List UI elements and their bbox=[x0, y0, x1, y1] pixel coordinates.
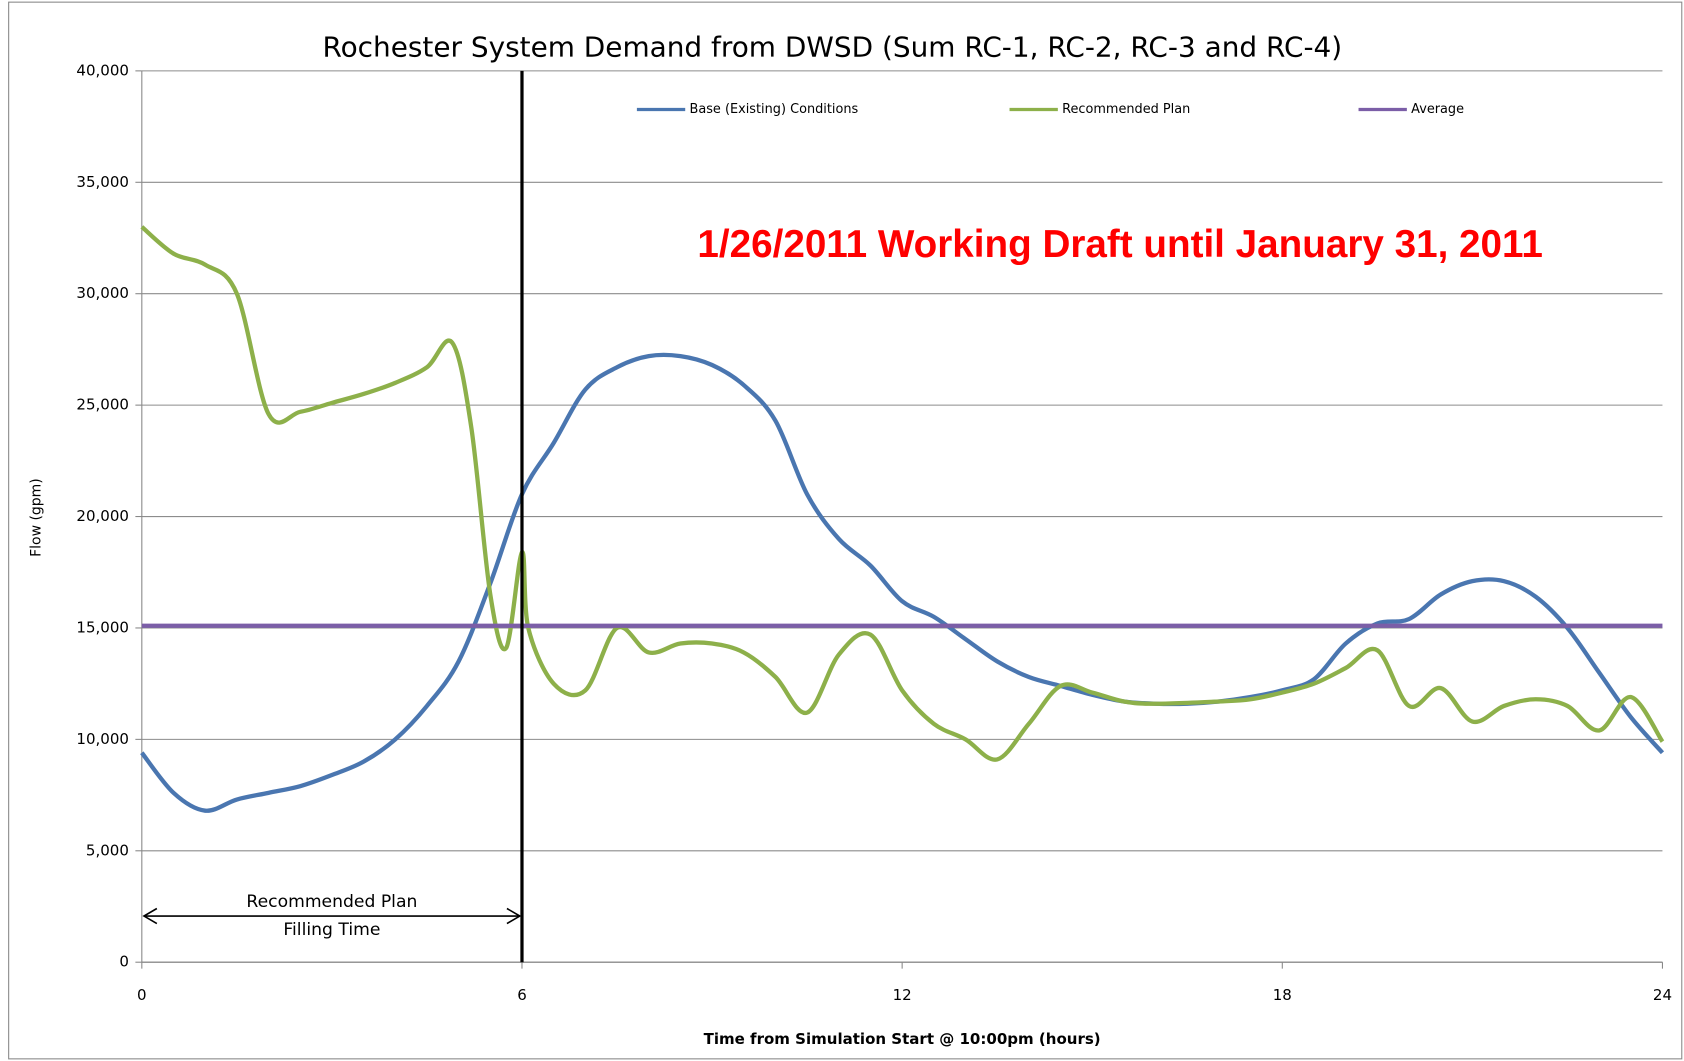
y-tick-label: 40,000 bbox=[76, 61, 129, 79]
y-tick-label: 10,000 bbox=[76, 730, 129, 748]
x-axis-label: Time from Simulation Start @ 10:00pm (ho… bbox=[704, 1030, 1101, 1048]
y-tick-label: 0 bbox=[119, 953, 129, 971]
x-tick-label: 18 bbox=[1273, 986, 1292, 1004]
legend-label: Average bbox=[1411, 102, 1464, 117]
series-line bbox=[140, 352, 1665, 813]
y-tick-label: 35,000 bbox=[76, 173, 129, 191]
x-tick-label: 6 bbox=[517, 986, 527, 1004]
y-tick-label: 20,000 bbox=[76, 507, 129, 525]
arrow-head bbox=[506, 907, 522, 925]
y-tick-label: 25,000 bbox=[76, 396, 129, 414]
series-line bbox=[140, 225, 1665, 762]
filling-label: Filling Time bbox=[283, 920, 380, 940]
arrow-head bbox=[142, 907, 158, 925]
y-tick-label: 15,000 bbox=[76, 618, 129, 636]
legend-label: Base (Existing) Conditions bbox=[690, 102, 859, 117]
y-tick-label: 30,000 bbox=[76, 284, 129, 302]
legend-label: Recommended Plan bbox=[1062, 102, 1190, 117]
x-tick-label: 12 bbox=[893, 986, 912, 1004]
y-axis-label: Flow (gpm) bbox=[29, 478, 45, 556]
x-tick-label: 0 bbox=[137, 986, 147, 1004]
filling-label: Recommended Plan bbox=[246, 892, 417, 912]
frame bbox=[8, 1, 1683, 1060]
y-tick-label: 5,000 bbox=[86, 841, 129, 859]
draft-annotation: 1/26/2011 Working Draft until January 31… bbox=[697, 223, 1543, 266]
x-tick-label: 24 bbox=[1653, 986, 1672, 1004]
chart-title: Rochester System Demand from DWSD (Sum R… bbox=[322, 30, 1342, 63]
